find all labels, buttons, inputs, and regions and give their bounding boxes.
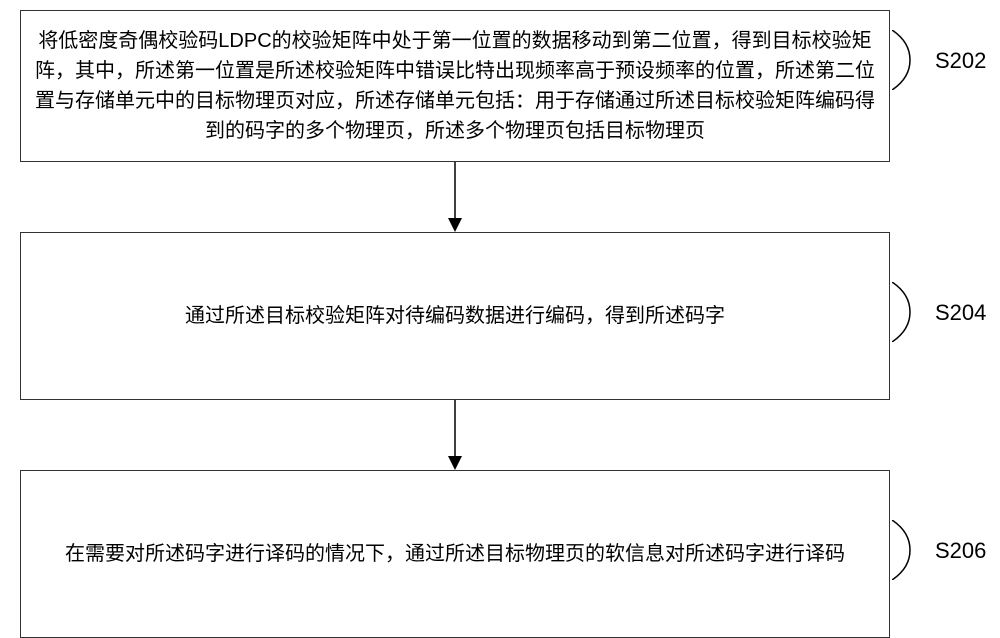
flowchart-step-2-text: 通过所述目标校验矩阵对待编码数据进行编码，得到所述码字 xyxy=(185,301,725,331)
flowchart-step-1-label: S202 xyxy=(935,48,986,74)
flowchart-step-3: 在需要对所述码字进行译码的情况下，通过所述目标物理页的软信息对所述码字进行译码 xyxy=(20,470,890,638)
flowchart-step-1-curve xyxy=(892,30,932,90)
flowchart-step-3-curve xyxy=(892,520,932,580)
flowchart-step-2-curve xyxy=(892,282,932,342)
flowchart-step-1-text: 将低密度奇偶校验码LDPC的校验矩阵中处于第一位置的数据移动到第二位置，得到目标… xyxy=(33,26,877,146)
flowchart-step-3-label: S206 xyxy=(935,538,986,564)
flowchart-step-2: 通过所述目标校验矩阵对待编码数据进行编码，得到所述码字 xyxy=(20,232,890,400)
flowchart-step-1: 将低密度奇偶校验码LDPC的校验矩阵中处于第一位置的数据移动到第二位置，得到目标… xyxy=(20,10,890,162)
flowchart-arrow-1 xyxy=(445,162,465,232)
flowchart-step-2-label: S204 xyxy=(935,300,986,326)
flowchart-step-3-text: 在需要对所述码字进行译码的情况下，通过所述目标物理页的软信息对所述码字进行译码 xyxy=(65,539,845,569)
flowchart-arrow-2 xyxy=(445,400,465,470)
